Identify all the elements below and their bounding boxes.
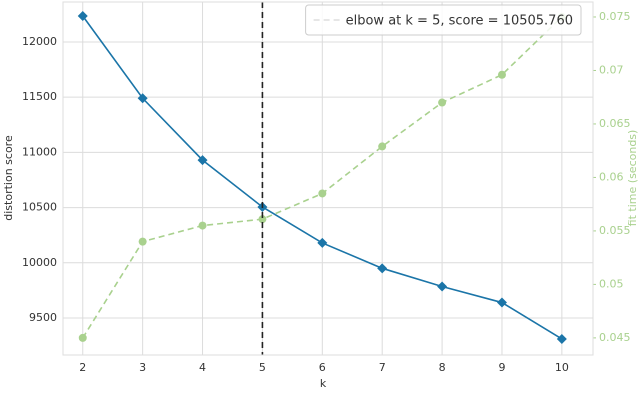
y-tick-label: 12000: [22, 35, 57, 48]
plot-frame: [62, 1, 594, 356]
point: [138, 237, 147, 246]
y2-tick-label: 0.07: [599, 63, 624, 76]
x-tick-label: 8: [439, 361, 446, 374]
y2-tick-label: 0.065: [599, 117, 631, 130]
y2-tick-label: 0.05: [599, 277, 624, 290]
x-tick-label: 6: [319, 361, 326, 374]
x-tick-label: 5: [259, 361, 266, 374]
point: [377, 263, 388, 274]
point: [197, 155, 208, 166]
point: [137, 93, 148, 104]
point: [438, 98, 447, 107]
x-tick-label: 10: [555, 361, 569, 374]
x-tick-label: 4: [199, 361, 206, 374]
x-tick-label: 2: [79, 361, 86, 374]
x-tick-label: 9: [498, 361, 505, 374]
point: [378, 142, 387, 151]
y2-axis-label: fit time (seconds): [626, 130, 639, 227]
y2-tick-label: 0.045: [599, 331, 631, 344]
point: [317, 237, 328, 248]
point: [497, 70, 506, 79]
y2-tick-label: 0.075: [599, 10, 631, 23]
point: [556, 333, 567, 344]
y-tick-label: 9500: [29, 311, 57, 324]
point: [437, 281, 448, 292]
y2-tick-label: 0.055: [599, 224, 631, 237]
legend-label: elbow at k = 5, score = 10505.760: [346, 14, 573, 29]
legend: [305, 4, 582, 36]
point: [318, 189, 327, 198]
y2-tick-label: 0.06: [599, 170, 624, 183]
y-tick-label: 10000: [22, 256, 57, 269]
y-tick-label: 11000: [22, 145, 57, 158]
x-axis-label: k: [320, 377, 327, 390]
x-tick-label: 3: [139, 361, 146, 374]
point: [77, 11, 88, 22]
y-tick-label: 11500: [22, 90, 57, 103]
point: [198, 221, 207, 230]
x-tick-label: 7: [379, 361, 386, 374]
point: [78, 333, 87, 342]
y-axis-label: distortion score: [2, 135, 15, 221]
point: [258, 215, 267, 224]
y-tick-label: 10500: [22, 201, 57, 214]
point: [496, 297, 507, 308]
